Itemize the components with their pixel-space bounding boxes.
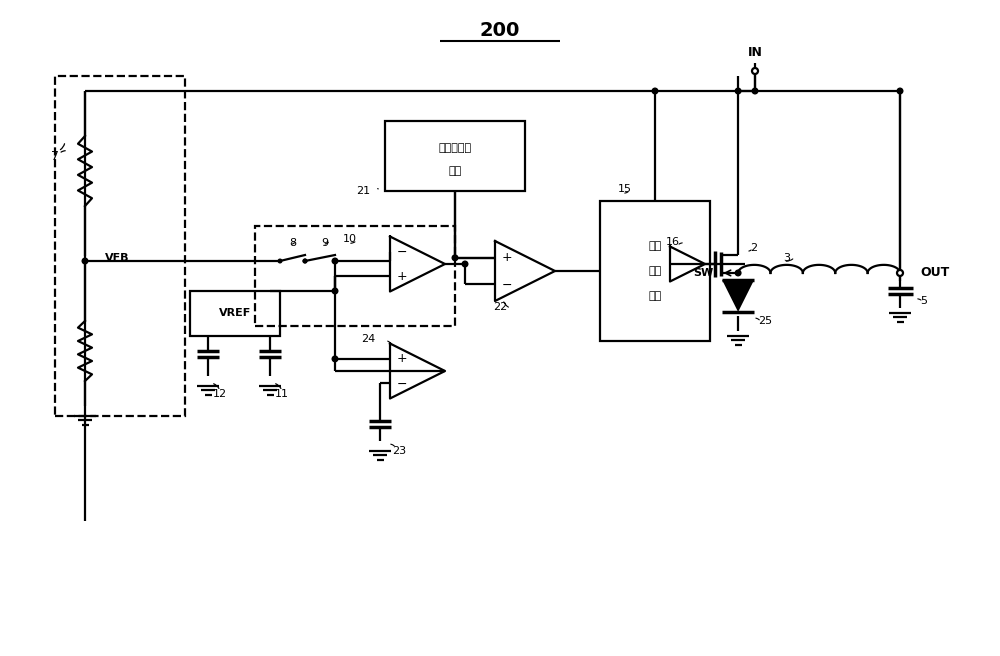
Circle shape [752, 88, 758, 94]
Text: 5: 5 [920, 296, 927, 306]
Text: 7: 7 [51, 150, 59, 163]
Circle shape [462, 261, 468, 267]
Text: $-$: $-$ [396, 245, 407, 258]
Text: SW: SW [693, 268, 713, 278]
Text: 25: 25 [758, 316, 772, 326]
Circle shape [82, 258, 88, 264]
Circle shape [752, 68, 758, 74]
Circle shape [735, 88, 741, 94]
Text: VREF: VREF [219, 308, 251, 319]
Text: 200: 200 [480, 22, 520, 41]
Text: $-$: $-$ [501, 277, 512, 291]
Text: 电路: 电路 [448, 167, 462, 176]
Circle shape [897, 88, 903, 94]
Circle shape [278, 259, 282, 263]
Circle shape [332, 258, 338, 264]
FancyBboxPatch shape [190, 291, 280, 336]
Text: 电路: 电路 [648, 291, 662, 301]
Circle shape [303, 259, 307, 263]
Text: $+$: $+$ [396, 352, 407, 365]
Text: 11: 11 [275, 389, 289, 399]
Text: 3: 3 [783, 253, 790, 263]
Text: 2: 2 [750, 243, 757, 253]
Circle shape [303, 259, 307, 263]
Text: 23: 23 [392, 446, 406, 456]
Text: 三角波产生: 三角波产生 [438, 142, 472, 153]
Text: VFB: VFB [105, 253, 130, 263]
Text: 8: 8 [289, 238, 296, 248]
Text: $-$: $-$ [396, 377, 407, 390]
Text: OUT: OUT [920, 266, 949, 279]
Circle shape [333, 259, 337, 263]
Text: $+$: $+$ [396, 270, 407, 283]
Circle shape [332, 356, 338, 361]
FancyBboxPatch shape [600, 201, 710, 341]
Text: 16: 16 [666, 237, 680, 247]
Text: 21: 21 [356, 186, 370, 196]
Circle shape [735, 270, 741, 276]
Circle shape [897, 270, 903, 276]
Text: 10: 10 [343, 234, 357, 244]
Text: 24: 24 [361, 333, 375, 344]
Text: 9: 9 [321, 238, 329, 248]
Circle shape [897, 270, 903, 276]
Text: 22: 22 [493, 302, 507, 312]
Polygon shape [722, 280, 754, 312]
Text: 控制: 控制 [648, 266, 662, 276]
Circle shape [652, 88, 658, 94]
Circle shape [452, 255, 458, 260]
Text: IN: IN [748, 47, 762, 60]
Text: 12: 12 [213, 389, 227, 399]
Text: 输出: 输出 [648, 241, 662, 251]
Text: 15: 15 [618, 184, 632, 194]
FancyBboxPatch shape [385, 121, 525, 191]
Circle shape [332, 288, 338, 294]
Text: $+$: $+$ [501, 251, 512, 264]
